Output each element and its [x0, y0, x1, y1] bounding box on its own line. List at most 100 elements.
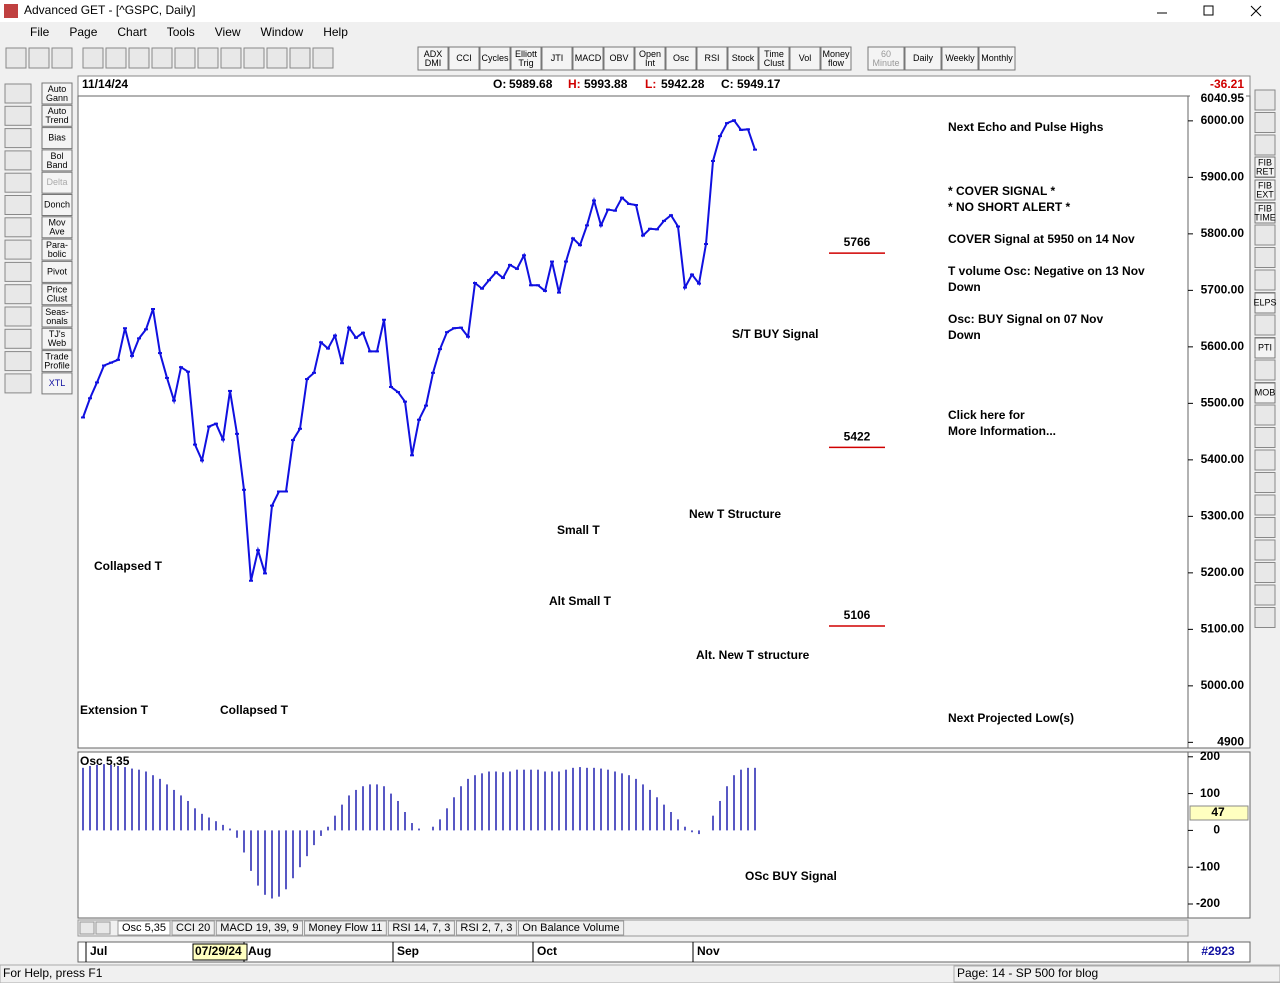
annotation[interactable]: Click here for [948, 408, 1025, 422]
tool-icon[interactable] [128, 47, 150, 69]
indicator-button[interactable] [665, 46, 697, 71]
right-icon[interactable] [1254, 494, 1276, 516]
indicator-button[interactable] [758, 46, 790, 71]
left-icon[interactable] [4, 105, 32, 126]
left-button[interactable] [41, 104, 73, 127]
left-icon[interactable] [4, 373, 32, 394]
tool-icon[interactable] [51, 47, 73, 69]
left-icon[interactable] [4, 83, 32, 104]
left-icon[interactable] [4, 306, 32, 327]
right-button[interactable] [1254, 292, 1276, 314]
tab-frame[interactable] [304, 920, 387, 936]
menu-item[interactable]: Chart [117, 25, 147, 39]
indicator-button[interactable] [510, 46, 542, 71]
right-button[interactable] [1254, 382, 1276, 404]
left-button[interactable] [41, 149, 73, 172]
left-icon[interactable] [4, 261, 32, 282]
left-button[interactable] [41, 283, 73, 306]
left-button[interactable] [41, 260, 73, 283]
tab-frame[interactable] [387, 920, 455, 936]
tool-icon[interactable] [5, 47, 27, 69]
left-button[interactable] [41, 216, 73, 239]
right-button[interactable] [1254, 202, 1276, 224]
tab[interactable]: Money Flow 11 [309, 922, 383, 934]
menu-item[interactable]: Tools [167, 25, 195, 39]
menu-item[interactable]: Page [69, 25, 97, 39]
left-button[interactable] [41, 171, 73, 194]
right-icon[interactable] [1254, 314, 1276, 336]
right-button[interactable] [1254, 337, 1276, 359]
indicator-button[interactable] [479, 46, 511, 71]
tab[interactable]: MACD 19, 39, 9 [220, 922, 298, 934]
right-button[interactable] [1254, 179, 1276, 201]
menu-item[interactable]: View [215, 25, 241, 39]
annotation[interactable]: More Information... [948, 424, 1056, 438]
left-button[interactable] [41, 350, 73, 373]
tab[interactable]: RSI 14, 7, 3 [392, 922, 450, 934]
left-button[interactable] [41, 127, 73, 150]
tab-scroll[interactable] [79, 921, 95, 935]
tab-frame[interactable] [171, 920, 215, 936]
tool-icon[interactable] [105, 47, 127, 69]
right-icon[interactable] [1254, 517, 1276, 538]
left-button[interactable] [41, 238, 73, 261]
period-button[interactable] [978, 46, 1016, 71]
right-icon[interactable] [1254, 607, 1276, 628]
tool-icon[interactable] [197, 47, 219, 69]
left-icon[interactable] [4, 172, 32, 193]
tool-icon[interactable] [82, 47, 104, 69]
tab[interactable]: Osc 5,35 [122, 922, 166, 934]
left-icon[interactable] [4, 284, 32, 305]
right-icon[interactable] [1254, 404, 1276, 426]
tool-icon[interactable] [174, 47, 196, 69]
right-icon[interactable] [1254, 584, 1276, 606]
right-icon[interactable] [1254, 562, 1276, 583]
left-button[interactable] [41, 305, 73, 328]
right-icon[interactable] [1254, 269, 1276, 291]
menu-item[interactable]: Help [323, 25, 348, 39]
tab-frame[interactable] [455, 920, 517, 936]
indicator-button[interactable] [696, 46, 728, 71]
indicator-button[interactable] [417, 46, 449, 71]
tab-frame[interactable] [215, 920, 304, 936]
right-icon[interactable] [1254, 427, 1276, 448]
left-icon[interactable] [4, 195, 32, 215]
indicator-button[interactable] [541, 46, 573, 71]
left-icon[interactable] [4, 239, 32, 260]
right-icon[interactable] [1254, 247, 1276, 268]
right-icon[interactable] [1254, 89, 1276, 111]
tool-icon[interactable] [266, 47, 288, 69]
right-icon[interactable] [1254, 472, 1276, 493]
right-icon[interactable] [1254, 224, 1276, 246]
indicator-button[interactable] [820, 46, 852, 71]
left-button[interactable] [41, 194, 73, 216]
tab-frame[interactable] [517, 920, 625, 936]
indicator-button[interactable] [789, 46, 821, 71]
tab[interactable]: On Balance Volume [522, 922, 619, 934]
tab-scroll[interactable] [95, 921, 111, 935]
right-icon[interactable] [1254, 134, 1276, 156]
left-icon[interactable] [4, 328, 32, 349]
period-button[interactable] [867, 46, 905, 71]
indicator-button[interactable] [572, 46, 604, 71]
tool-icon[interactable] [220, 47, 242, 69]
indicator-button[interactable] [727, 46, 759, 71]
left-icon[interactable] [4, 150, 32, 171]
left-button[interactable] [41, 82, 73, 105]
right-icon[interactable] [1254, 359, 1276, 381]
tool-icon[interactable] [28, 47, 50, 69]
tab[interactable]: CCI 20 [176, 922, 210, 934]
tool-icon[interactable] [243, 47, 265, 69]
left-icon[interactable] [4, 217, 32, 238]
tool-icon[interactable] [289, 47, 311, 69]
menu-item[interactable]: Window [261, 25, 304, 39]
right-icon[interactable] [1254, 449, 1276, 471]
right-icon[interactable] [1254, 539, 1276, 561]
indicator-button[interactable] [448, 46, 480, 71]
left-button[interactable] [41, 327, 73, 350]
right-button[interactable] [1254, 156, 1276, 178]
left-button[interactable] [41, 372, 73, 395]
indicator-button[interactable] [634, 46, 666, 71]
tab-frame[interactable] [117, 920, 171, 936]
left-icon[interactable] [4, 351, 32, 372]
